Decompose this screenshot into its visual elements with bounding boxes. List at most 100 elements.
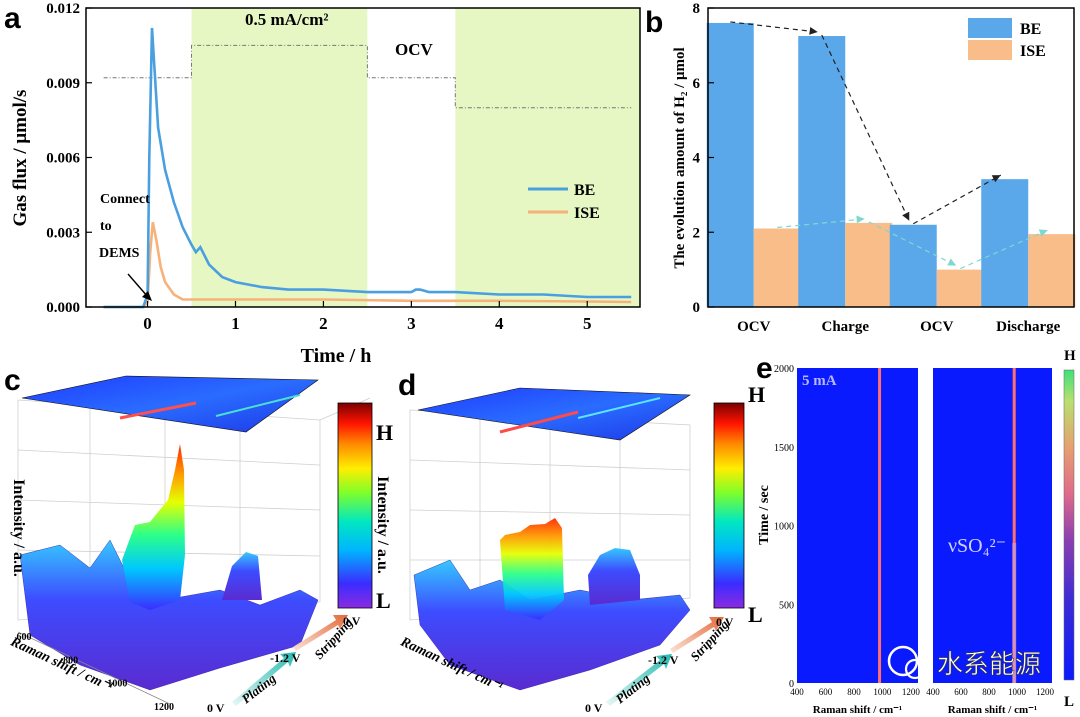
y-axis-label: Time / sec bbox=[757, 485, 772, 545]
colorbar-low-label: L bbox=[376, 588, 391, 613]
watermark: 水系能源 bbox=[887, 645, 1041, 680]
legend-label-BE: BE bbox=[574, 182, 595, 199]
y-tick-label: 6 bbox=[693, 76, 701, 92]
plating-arrow bbox=[606, 654, 672, 706]
wechat-icon-inner bbox=[904, 658, 926, 680]
watermark-text: 水系能源 bbox=[937, 650, 1041, 680]
panel-label-d: d bbox=[398, 369, 416, 402]
trend-arrow bbox=[960, 229, 1048, 270]
trend-arrow bbox=[730, 21, 818, 33]
plating-arrow bbox=[232, 652, 296, 706]
projection-top-map bbox=[21, 375, 319, 433]
trend-arrowhead bbox=[947, 258, 957, 266]
legend-label-ISE: ISE bbox=[1020, 43, 1046, 60]
x-axis-label: Raman shift / cm⁻¹ bbox=[948, 704, 1037, 716]
x-tick-label: 800 bbox=[982, 687, 996, 697]
annotation-connect: Connect bbox=[100, 192, 150, 207]
bar-ISE-1 bbox=[845, 222, 893, 307]
series-line-BE bbox=[103, 27, 632, 309]
x-tick-label: 600 bbox=[819, 687, 833, 697]
surface-baseline bbox=[413, 559, 691, 691]
y-tick-label: 8 bbox=[693, 1, 701, 17]
z-axis-label: Intensity / a.u. bbox=[374, 476, 391, 574]
note-5mA: 5 mA bbox=[802, 373, 837, 389]
heatmap-0 bbox=[797, 368, 918, 683]
colorbar-low-label: L bbox=[1064, 694, 1074, 710]
trend-arrowhead bbox=[902, 211, 910, 221]
bar-BE-3 bbox=[981, 179, 1029, 307]
raman-peak-line-1 bbox=[1012, 368, 1016, 683]
z-axis-label: Intensity / a.u. bbox=[10, 479, 27, 577]
x-axis-label: Time / h bbox=[301, 345, 372, 367]
x-tick-label: 400 bbox=[926, 687, 940, 697]
legend-label-ISE: ISE bbox=[574, 205, 600, 222]
potential-label-plating: Plating bbox=[239, 670, 279, 706]
y-tick-label: 1000 bbox=[774, 522, 794, 533]
y-tick-label: 0 bbox=[693, 300, 701, 316]
potential-label-end: 0 V bbox=[716, 615, 734, 629]
colorbar-low-label: L bbox=[748, 602, 763, 627]
trend-arrowhead bbox=[1038, 229, 1048, 237]
panel-label-e: e bbox=[756, 352, 773, 385]
potential-label-start: 0 V bbox=[585, 701, 603, 715]
y-tick-label: 0.009 bbox=[46, 76, 80, 92]
projection-peak-line-2 bbox=[215, 394, 301, 417]
annotation-arrow bbox=[127, 273, 149, 298]
bar-ISE-2 bbox=[936, 269, 984, 307]
projection-top-map bbox=[417, 387, 691, 441]
axis-line-x bbox=[17, 631, 171, 705]
x-tick-label: 1000 bbox=[107, 679, 127, 690]
y-tick-label: 1500 bbox=[774, 443, 794, 454]
y-axis-label: Gas flux / μmol/s bbox=[10, 90, 31, 227]
x-tick-label: 1000 bbox=[873, 687, 892, 697]
legend-swatch-ISE bbox=[968, 40, 1012, 60]
shaded-region-0 bbox=[191, 8, 368, 307]
x-tick-label: 600 bbox=[17, 632, 32, 643]
region-label-ocv: OCV bbox=[395, 40, 434, 59]
panel-label-a: a bbox=[4, 2, 21, 35]
colorbar-high-label: H bbox=[1064, 348, 1076, 364]
trend-arrow bbox=[912, 174, 1002, 225]
colorbar-high-label: H bbox=[748, 382, 765, 407]
x-tick-label: 0 bbox=[143, 314, 152, 333]
bar-BE-0 bbox=[706, 22, 754, 307]
trend-arrow bbox=[868, 221, 957, 267]
series-line-ISE bbox=[103, 222, 632, 309]
trend-arrow bbox=[821, 34, 910, 222]
x-tick-label: 4 bbox=[495, 314, 504, 333]
trend-arrow bbox=[777, 218, 865, 229]
annotation-to: to bbox=[100, 219, 112, 234]
bar-ISE-3 bbox=[1028, 234, 1076, 307]
trend-arrows bbox=[730, 21, 1048, 270]
y-tick-label: 0.000 bbox=[46, 300, 80, 316]
trend-arrowhead bbox=[809, 27, 818, 35]
projection-peak-line-2 bbox=[577, 397, 661, 419]
raman-peak-line-0 bbox=[878, 368, 882, 683]
potential-label-mid: -1.2 V bbox=[270, 651, 301, 665]
colorbar bbox=[1063, 369, 1075, 681]
legend-swatch-BE bbox=[968, 18, 1012, 38]
annotation-arrowhead bbox=[142, 291, 152, 301]
bar-ISE-0 bbox=[753, 228, 801, 307]
x-tick-label: 1200 bbox=[902, 687, 921, 697]
shaded-region-1 bbox=[455, 8, 640, 307]
surface-secondary-peak bbox=[588, 548, 640, 605]
y-tick-label: 500 bbox=[779, 600, 794, 611]
potential-label-mid: -1.2 V bbox=[648, 653, 679, 667]
potential-trace-line bbox=[103, 44, 632, 109]
y-tick-label: 0.006 bbox=[46, 151, 80, 167]
x-tick-label: Discharge bbox=[996, 319, 1060, 335]
legend-label-BE: BE bbox=[1020, 21, 1041, 38]
bar-BE-2 bbox=[889, 224, 937, 307]
x-tick-label: 800 bbox=[847, 687, 861, 697]
y-tick-label: 0 bbox=[789, 679, 794, 690]
region-label-charge: 0.5 mA/cm² bbox=[245, 10, 328, 29]
bar-BE-1 bbox=[798, 36, 846, 307]
colorbar bbox=[337, 402, 373, 609]
y-tick-label: 2 bbox=[693, 225, 701, 241]
y-tick-label: 0.012 bbox=[46, 1, 80, 17]
potential-label-plating: Plating bbox=[613, 670, 653, 706]
colorbar-high-label: H bbox=[376, 420, 393, 445]
